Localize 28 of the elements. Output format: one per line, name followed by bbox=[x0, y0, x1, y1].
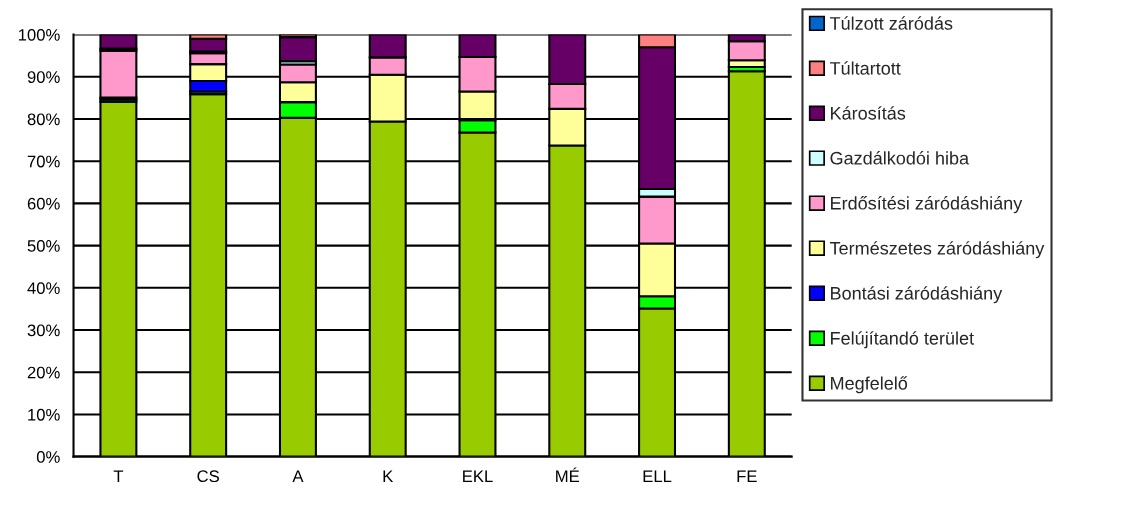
y-tick-label: 40% bbox=[27, 282, 60, 295]
y-tick-label: 10% bbox=[28, 408, 60, 421]
legend-label: Gazdálkodói hiba bbox=[830, 151, 970, 165]
legend-label: Erdősítési záródáshiány bbox=[831, 196, 1023, 214]
legend-label: Túlzott záródás bbox=[829, 16, 953, 30]
legend-label: Felújítandó terület bbox=[831, 331, 974, 349]
y-tick-label: 50% bbox=[27, 240, 60, 252]
x-tick-label: ELL bbox=[643, 470, 672, 482]
legend-label: Túltartott bbox=[829, 61, 901, 75]
y-tick-label: 100% bbox=[18, 28, 60, 41]
legend-label: Természetes záródáshiány bbox=[829, 241, 1045, 259]
x-tick-label: CS bbox=[197, 470, 219, 483]
y-tick-label: 0% bbox=[36, 451, 60, 463]
legend-label: Károsítás bbox=[831, 106, 906, 120]
y-tick-label: 80% bbox=[27, 113, 60, 126]
x-tick-label: T bbox=[113, 470, 124, 482]
x-tick-label: K bbox=[383, 470, 394, 482]
legend-label: Megfelelő bbox=[831, 376, 908, 394]
x-tick-label: MÉ bbox=[556, 467, 580, 482]
y-tick-label: 20% bbox=[27, 366, 60, 379]
legend-label: Bontási záródáshiány bbox=[831, 286, 1003, 304]
y-tick-label: 60% bbox=[27, 197, 60, 210]
y-tick-label: 90% bbox=[27, 71, 60, 83]
y-tick-label: 30% bbox=[27, 324, 60, 337]
x-tick-label: FE bbox=[737, 470, 757, 482]
x-tick-label: EKL bbox=[463, 470, 493, 482]
x-tick-label: A bbox=[292, 470, 304, 482]
y-tick-label: 70% bbox=[27, 155, 60, 168]
